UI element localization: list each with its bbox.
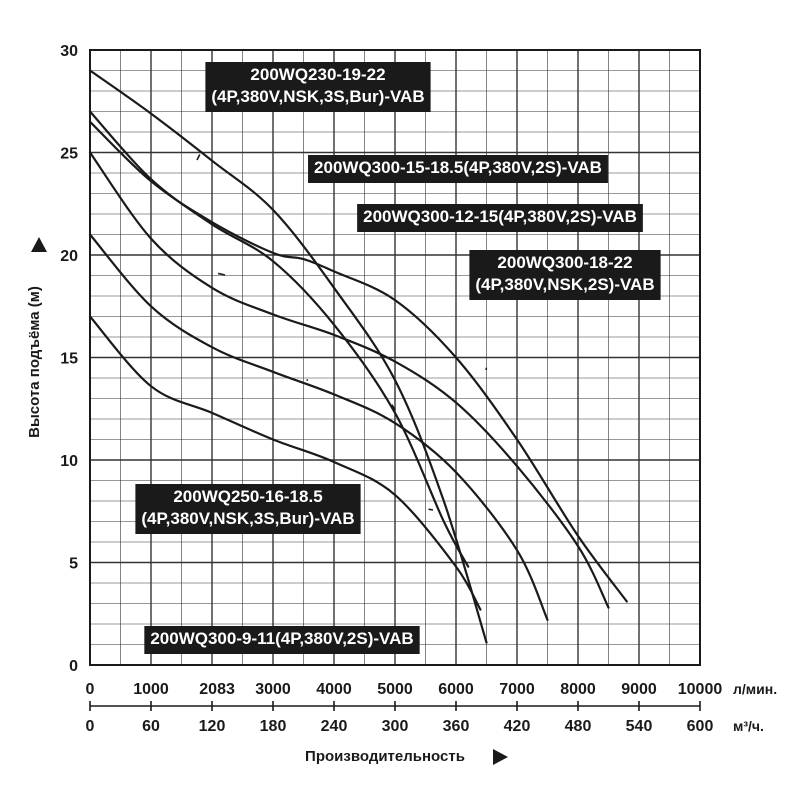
x2-tick-label: 240 (321, 718, 348, 735)
x-tick-label: 1000 (133, 681, 169, 698)
annotation-text: (4P,380V,NSK,3S,Bur)-VAB (141, 509, 354, 528)
annotation-text: 200WQ230-19-22 (250, 65, 385, 84)
annotation-text: 200WQ300-9-11(4P,380V,2S)-VAB (150, 629, 413, 648)
chart-grid (90, 50, 700, 665)
x-tick-label: 10000 (678, 681, 723, 698)
chart-curves (88, 69, 628, 644)
x-tick-label: 6000 (438, 681, 474, 698)
y-tick-label: 5 (69, 556, 78, 573)
series-line-5 (88, 315, 482, 611)
x-tick-label: 2083 (199, 681, 235, 698)
y-tick-label: 0 (69, 658, 78, 675)
x-axis-arrow-icon (493, 749, 508, 765)
x2-tick-label: 0 (86, 718, 95, 735)
series-line-3 (88, 110, 470, 568)
y-tick-label: 30 (60, 43, 78, 60)
x2-tick-label: 540 (626, 718, 653, 735)
annotation-box (205, 62, 431, 112)
annotation-text: 200WQ300-12-15(4P,380V,2S)-VAB (363, 207, 637, 226)
annotation-5: 200WQ300-9-11(4P,380V,2S)-VAB (144, 626, 420, 654)
annotation-3: 200WQ300-18-22 (4P,380V,NSK,2S)-VAB (469, 250, 661, 300)
y-tick-label: 25 (60, 146, 78, 163)
x2-tick-label: 180 (260, 718, 287, 735)
series-line-0 (88, 69, 488, 644)
x-tick-label: 9000 (621, 681, 657, 698)
x-tick-label: 0 (86, 681, 95, 698)
x2-tick-label: 360 (443, 718, 470, 735)
x-tick-label: 4000 (316, 681, 352, 698)
x2-tick-label: 120 (199, 718, 226, 735)
y-tick-label: 20 (60, 248, 78, 265)
y-axis-arrow-icon (31, 237, 47, 252)
x2-tick-label: 420 (504, 718, 531, 735)
annotation-text: 200WQ300-18-22 (497, 253, 632, 272)
y-tick-label: 10 (60, 453, 78, 470)
x2-unit-label: м³/ч. (733, 718, 764, 734)
x-unit-label: л/мин. (733, 681, 777, 697)
annotation-text: (4P,380V,NSK,2S)-VAB (475, 275, 654, 294)
x-axis-title: Производительность (305, 748, 465, 765)
annotation-leader-4 (391, 404, 396, 411)
series-line-4 (88, 233, 549, 621)
x2-tick-label: 480 (565, 718, 592, 735)
chart-annotation-leaders (196, 154, 488, 511)
annotation-leader-1 (217, 272, 226, 276)
x2-tick-label: 300 (382, 718, 409, 735)
annotation-box (144, 626, 420, 654)
annotation-1: 200WQ300-15-18.5(4P,380V,2S)-VAB (308, 155, 608, 183)
x2-tick-label: 60 (142, 718, 160, 735)
y-tick-label: 15 (60, 351, 78, 368)
plot-frame (89, 49, 701, 666)
y-axis-title: Высота подъёма (м) (26, 286, 43, 438)
annotation-box (357, 204, 643, 232)
annotation-text: (4P,380V,NSK,3S,Bur)-VAB (211, 87, 424, 106)
annotation-box (308, 155, 608, 183)
series-line-2 (88, 151, 610, 609)
annotation-0: 200WQ230-19-22 (4P,380V,NSK,3S,Bur)-VAB (205, 62, 431, 112)
annotation-box (469, 250, 661, 300)
annotation-leader-5 (428, 508, 434, 511)
x-tick-label: 5000 (377, 681, 413, 698)
annotation-leader-0 (196, 154, 201, 161)
chart-annotations: 200WQ230-19-22(4P,380V,NSK,3S,Bur)-VAB20… (135, 62, 661, 654)
annotation-text: 200WQ300-15-18.5(4P,380V,2S)-VAB (314, 158, 602, 177)
annotation-4: 200WQ250-16-18.5 (4P,380V,NSK,3S,Bur)-VAB (135, 484, 361, 534)
annotation-leader-3 (485, 367, 488, 371)
annotation-box (135, 484, 361, 534)
x2-tick-label: 600 (687, 718, 714, 735)
annotation-text: 200WQ250-16-18.5 (173, 487, 322, 506)
x-tick-label: 8000 (560, 681, 596, 698)
x-tick-label: 7000 (499, 681, 535, 698)
annotation-2: 200WQ300-12-15(4P,380V,2S)-VAB (357, 204, 643, 232)
x-tick-label: 3000 (255, 681, 291, 698)
